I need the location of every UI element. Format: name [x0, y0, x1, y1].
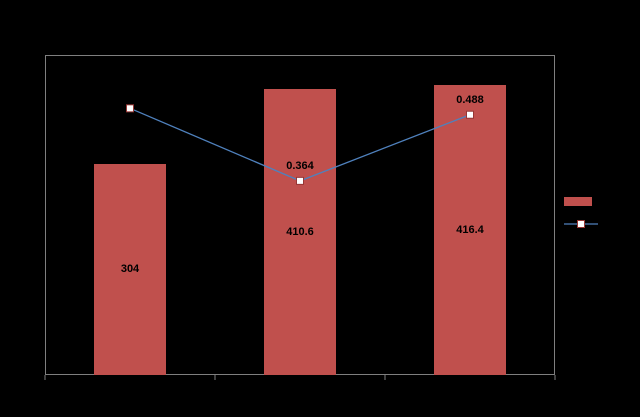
legend: [564, 196, 598, 229]
legend-item-bars: [564, 196, 598, 206]
legend-marker-icon: [577, 220, 585, 228]
bar-value-label: 410.6: [286, 226, 314, 239]
line-value-label: 0.364: [286, 159, 314, 172]
legend-item-line: [564, 219, 598, 229]
line-value-label: 0.488: [456, 93, 484, 106]
bar-value-label: 416.4: [456, 224, 484, 237]
legend-bar-swatch-icon: [564, 196, 592, 206]
legend-line-swatch-icon: [564, 220, 598, 228]
bar-value-label: 304: [120, 263, 140, 276]
bar: [94, 163, 166, 375]
